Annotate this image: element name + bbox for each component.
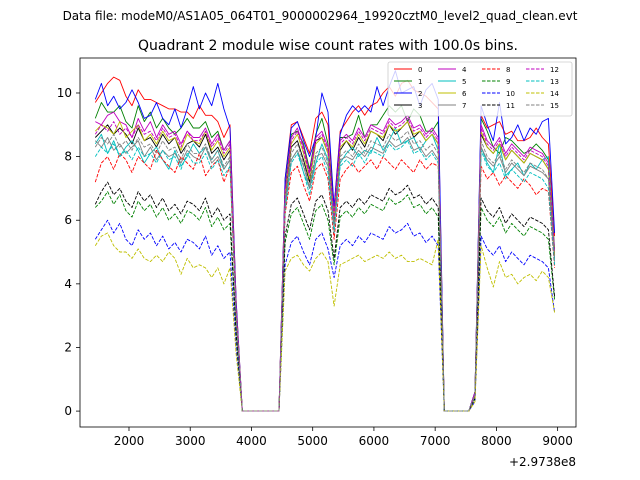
legend-label-7: 7 xyxy=(462,102,466,110)
legend-label-0: 0 xyxy=(418,66,422,74)
y-tick-label: 4 xyxy=(64,277,72,291)
legend-label-9: 9 xyxy=(506,78,510,86)
plot-frame xyxy=(79,57,577,428)
legend-label-11: 11 xyxy=(506,102,515,110)
legend-label-1: 1 xyxy=(418,78,422,86)
y-tick-label: 0 xyxy=(64,404,72,418)
y-ticks: 0 2 4 6 8 10 xyxy=(57,86,80,418)
legend-frame xyxy=(387,61,573,117)
x-tick-label: 3000 xyxy=(175,434,206,448)
x-tick-label: 5000 xyxy=(297,434,328,448)
y-tick-label: 8 xyxy=(64,150,72,164)
x-tick-label: 6000 xyxy=(359,434,390,448)
legend-label-4: 4 xyxy=(462,66,467,74)
series-line-15 xyxy=(94,130,556,412)
chart-title: Quadrant 2 module wise count rates with … xyxy=(138,38,518,54)
series-line-11 xyxy=(94,181,556,412)
legend-label-10: 10 xyxy=(506,90,515,98)
x-tick-label: 7000 xyxy=(420,434,451,448)
legend-label-6: 6 xyxy=(462,90,467,98)
x-tick-label: 2000 xyxy=(114,434,145,448)
series-line-10 xyxy=(94,219,556,412)
series-line-13 xyxy=(94,140,556,412)
x-tick-label: 9000 xyxy=(542,434,573,448)
y-tick-label: 2 xyxy=(64,340,72,354)
x-ticks: 2000 3000 4000 5000 6000 7000 8000 9000 xyxy=(114,427,573,448)
legend-label-14: 14 xyxy=(550,90,559,98)
series-line-14 xyxy=(94,232,556,412)
x-offset-text: +2.9738e8 xyxy=(509,455,576,469)
legend-label-13: 13 xyxy=(550,78,559,86)
legend-label-3: 3 xyxy=(418,102,422,110)
x-tick-label: 8000 xyxy=(481,434,512,448)
legend-label-12: 12 xyxy=(550,66,559,74)
legend-label-15: 15 xyxy=(550,102,559,110)
legend-label-2: 2 xyxy=(418,90,422,98)
y-tick-label: 6 xyxy=(64,213,72,227)
suptitle: Data file: modeM0/AS1A05_064T01_90000029… xyxy=(63,9,578,23)
legend-label-5: 5 xyxy=(462,78,466,86)
y-tick-label: 10 xyxy=(57,86,72,100)
legend-label-8: 8 xyxy=(506,66,510,74)
series-group xyxy=(94,70,556,412)
x-tick-label: 4000 xyxy=(236,434,267,448)
